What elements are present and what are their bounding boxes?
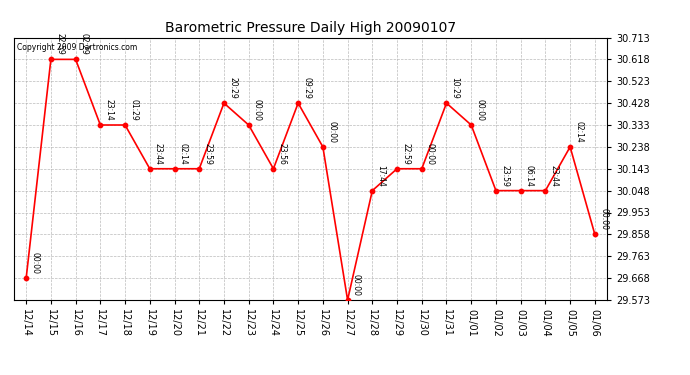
Text: 00:00: 00:00 <box>30 252 39 274</box>
Point <box>219 100 230 106</box>
Text: 02:29: 02:29 <box>80 33 89 55</box>
Text: 09:29: 09:29 <box>302 77 311 99</box>
Point <box>589 231 600 237</box>
Point <box>293 100 304 106</box>
Point <box>70 56 81 62</box>
Text: 22:59: 22:59 <box>55 33 64 55</box>
Text: 22:59: 22:59 <box>401 143 410 165</box>
Text: 23:44: 23:44 <box>154 143 163 165</box>
Point <box>416 166 427 172</box>
Text: 06:14: 06:14 <box>525 165 534 186</box>
Point <box>95 122 106 128</box>
Point <box>21 275 32 281</box>
Point <box>491 188 502 194</box>
Point <box>144 166 155 172</box>
Text: 00:00: 00:00 <box>599 208 608 230</box>
Text: 02:14: 02:14 <box>179 143 188 165</box>
Text: 00:00: 00:00 <box>352 274 361 296</box>
Text: 10:29: 10:29 <box>451 77 460 99</box>
Point <box>46 56 57 62</box>
Point <box>515 188 526 194</box>
Point <box>119 122 130 128</box>
Text: 17:44: 17:44 <box>377 165 386 186</box>
Text: 23:14: 23:14 <box>104 99 113 121</box>
Point <box>194 166 205 172</box>
Text: 00:00: 00:00 <box>327 121 336 143</box>
Text: 20:29: 20:29 <box>228 77 237 99</box>
Text: 02:14: 02:14 <box>574 121 583 143</box>
Point <box>564 144 575 150</box>
Point <box>367 188 378 194</box>
Text: 00:00: 00:00 <box>253 99 262 121</box>
Point <box>391 166 402 172</box>
Point <box>317 144 328 150</box>
Text: 23:56: 23:56 <box>277 143 286 165</box>
Text: Copyright 2009 Dartronics.com: Copyright 2009 Dartronics.com <box>17 43 137 52</box>
Point <box>540 188 551 194</box>
Point <box>466 122 477 128</box>
Text: 01:29: 01:29 <box>129 99 138 121</box>
Point <box>169 166 180 172</box>
Text: 00:00: 00:00 <box>475 99 484 121</box>
Text: 23:59: 23:59 <box>204 143 213 165</box>
Text: 23:44: 23:44 <box>549 165 558 186</box>
Text: 00:00: 00:00 <box>426 142 435 165</box>
Point <box>441 100 452 106</box>
Point <box>268 166 279 172</box>
Point <box>243 122 254 128</box>
Point <box>342 297 353 303</box>
Text: 23:59: 23:59 <box>500 165 509 186</box>
Title: Barometric Pressure Daily High 20090107: Barometric Pressure Daily High 20090107 <box>165 21 456 35</box>
